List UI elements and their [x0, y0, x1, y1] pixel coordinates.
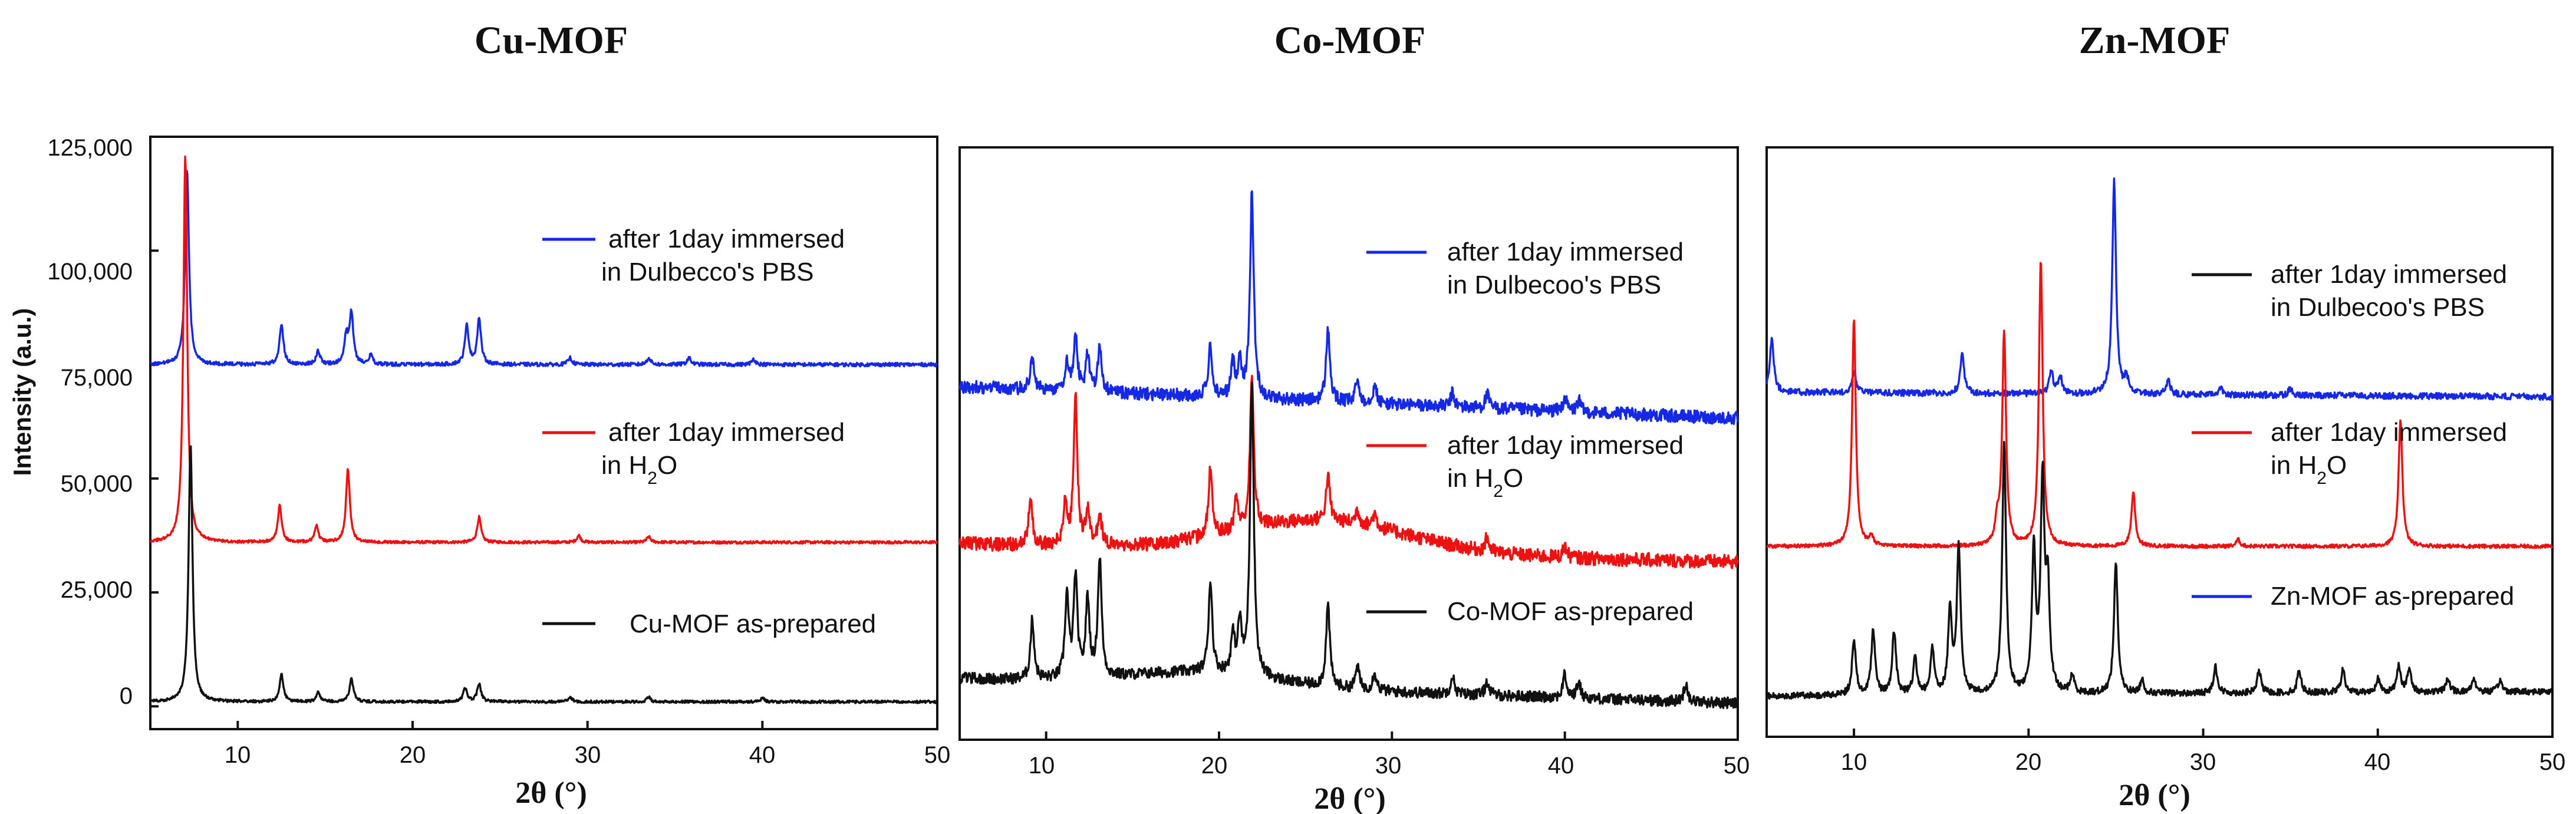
- legend-text: after 1day immersed: [608, 225, 845, 253]
- legend-third: Zn-MOF as-prepared: [2192, 582, 2514, 611]
- legend-text: in Dulbecoo's PBS: [1447, 271, 1661, 299]
- x-tick-label: 20: [2015, 749, 2042, 775]
- panel-title: Cu-MOF: [475, 19, 628, 62]
- legend-text: in H2O: [1447, 464, 1523, 501]
- series-line-black: [150, 446, 937, 703]
- panel-zn-mof: Zn-MOF after 1day immersed in Dulbecoo's…: [1767, 19, 2565, 812]
- legend-text: in Dulbecoo's PBS: [2271, 293, 2485, 322]
- x-tick-label: 30: [575, 742, 601, 768]
- legend-red: after 1day immersed in H2O: [542, 418, 845, 488]
- y-tick-label: 0: [120, 683, 133, 709]
- x-tick-label: 30: [2190, 749, 2216, 775]
- legend-text: Co-MOF as-prepared: [1447, 597, 1694, 626]
- x-tick-label: 30: [1375, 753, 1402, 779]
- legend-text: after 1day immersed: [2271, 260, 2507, 289]
- series-line-blue: [960, 192, 1738, 424]
- panel-title: Co-MOF: [1274, 19, 1426, 62]
- xrd-figure: Intensity (a.u.) 0 25,000 50,000 75,000 …: [0, 0, 2576, 814]
- x-axis-title: 2θ (°): [1314, 782, 1386, 814]
- series-line-black: [1767, 442, 2552, 699]
- y-tick-label: 75,000: [61, 365, 133, 391]
- legend-blue: after 1day immersed in Dulbecoo's PBS: [1366, 238, 1684, 299]
- legend-text: after 1day immersed: [608, 418, 845, 447]
- legend-red: after 1day immersed in H2O: [1366, 431, 1684, 501]
- axis-ticks: [1046, 731, 1738, 740]
- legend-black: Co-MOF as-prepared: [1366, 597, 1694, 626]
- panel-cu-mof: Cu-MOF after 1day immersed in Dulbecco's…: [150, 19, 950, 810]
- x-axis-title: 2θ (°): [515, 776, 587, 810]
- legend-text: after 1day immersed: [1447, 431, 1684, 460]
- x-tick-label: 50: [2539, 749, 2566, 775]
- x-tick-label: 40: [2364, 749, 2391, 775]
- x-tick-label: 20: [1201, 753, 1228, 779]
- x-tick-label: 40: [1548, 753, 1574, 779]
- plot-area: after 1day immersed in Dulbecoo's PBS af…: [1767, 147, 2552, 737]
- series-line-blue: [1767, 179, 2552, 400]
- legend-red: after 1day immersed in H2O: [2192, 418, 2507, 488]
- series-line-red: [150, 157, 937, 544]
- plot-area: after 1day immersed in Dulbecco's PBS af…: [150, 137, 937, 729]
- legend-black: Cu-MOF as-prepared: [542, 609, 876, 638]
- legend-blue: after 1day immersed in Dulbecco's PBS: [542, 225, 845, 286]
- legend-text: Cu-MOF as-prepared: [630, 609, 876, 638]
- legend-text: in Dulbecco's PBS: [601, 258, 814, 286]
- legend-text: in H2O: [601, 451, 677, 488]
- plot-area: after 1day immersed in Dulbecoo's PBS af…: [960, 147, 1738, 740]
- legend-text: in H2O: [2271, 451, 2347, 488]
- legend-text: after 1day immersed: [1447, 238, 1684, 266]
- legend-first: after 1day immersed in Dulbecoo's PBS: [2192, 260, 2507, 322]
- x-axis-title: 2θ (°): [2119, 779, 2190, 812]
- axis-ticks: [1854, 729, 2552, 737]
- x-tick-label: 20: [400, 742, 426, 768]
- x-tick-label: 40: [749, 742, 776, 768]
- x-tick-label: 10: [225, 742, 251, 768]
- y-tick-label: 125,000: [47, 135, 133, 161]
- x-tick-label: 50: [924, 742, 951, 768]
- y-tick-label: 50,000: [61, 471, 133, 497]
- y-axis-title: Intensity (a.u.): [8, 308, 36, 476]
- legend-text: after 1day immersed: [2271, 418, 2507, 447]
- legend-text: Zn-MOF as-prepared: [2271, 582, 2514, 611]
- y-tick-label: 100,000: [47, 259, 133, 285]
- panel-title: Zn-MOF: [2079, 19, 2231, 62]
- x-tick-label: 10: [1029, 753, 1055, 779]
- panel-co-mof: Co-MOF after 1day immersed in Dulbecoo's…: [960, 19, 1750, 814]
- y-tick-label: 25,000: [61, 577, 133, 603]
- x-tick-label: 10: [1841, 749, 1867, 775]
- series-line-blue: [150, 171, 937, 366]
- x-tick-label: 50: [1724, 753, 1750, 779]
